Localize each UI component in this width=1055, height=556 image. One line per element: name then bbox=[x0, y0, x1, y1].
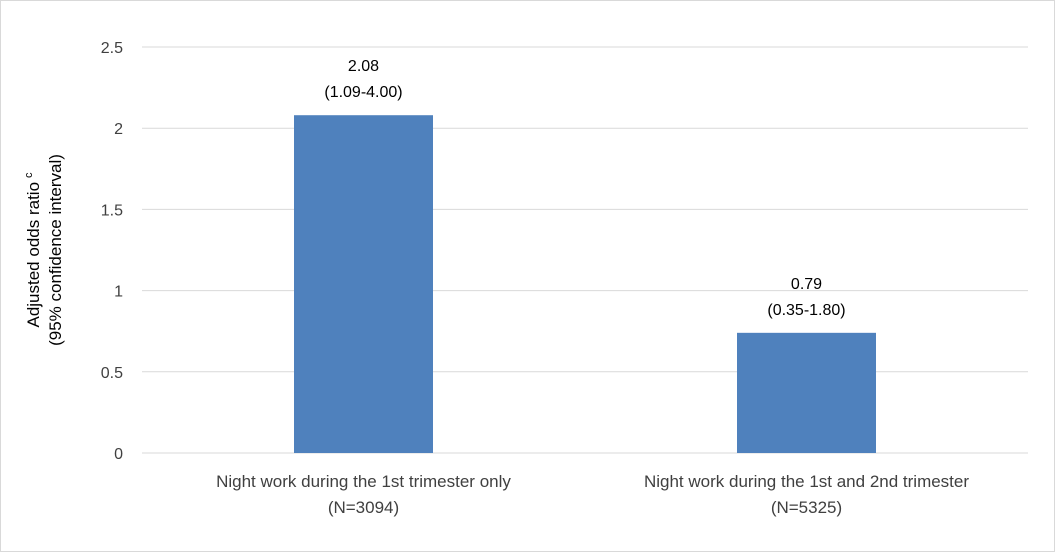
gridlines bbox=[142, 46, 1028, 454]
y-tick-label: 0.5 bbox=[101, 365, 123, 382]
data-label-value: 2.08 bbox=[348, 58, 379, 75]
y-axis-title-main: Adjusted odds ratio bbox=[24, 182, 43, 328]
bar bbox=[294, 115, 433, 453]
y-tick-label: 1 bbox=[114, 284, 123, 301]
y-axis-title-line2: (95% confidence interval) bbox=[46, 154, 65, 346]
x-axis-categories: Night work during the 1st trimester only… bbox=[216, 472, 969, 517]
y-axis-ticks: 0 0.5 1 1.5 2 2.5 bbox=[101, 40, 123, 463]
data-label-ci: (1.09-4.00) bbox=[324, 84, 402, 101]
y-tick-label: 1.5 bbox=[101, 202, 123, 219]
y-axis-title-line1: Adjusted odds ratio c bbox=[23, 172, 43, 328]
y-tick-label: 2 bbox=[114, 121, 123, 138]
y-tick-label: 2.5 bbox=[101, 40, 123, 57]
x-category-label: Night work during the 1st and 2nd trimes… bbox=[644, 472, 969, 491]
x-category-n: (N=5325) bbox=[771, 498, 842, 517]
bars bbox=[294, 115, 876, 453]
y-axis-title: Adjusted odds ratio c (95% confidence int… bbox=[23, 154, 65, 346]
bar bbox=[737, 332, 876, 453]
x-category-n: (N=3094) bbox=[328, 498, 399, 517]
y-tick-label: 0 bbox=[114, 446, 123, 463]
data-label-ci: (0.35-1.80) bbox=[767, 302, 845, 319]
y-axis-title-superscript: c bbox=[23, 172, 35, 178]
data-label-value: 0.79 bbox=[791, 276, 822, 293]
data-labels: 2.08 (1.09-4.00) 0.79 (0.35-1.80) bbox=[324, 58, 845, 319]
x-category-label: Night work during the 1st trimester only bbox=[216, 472, 511, 491]
